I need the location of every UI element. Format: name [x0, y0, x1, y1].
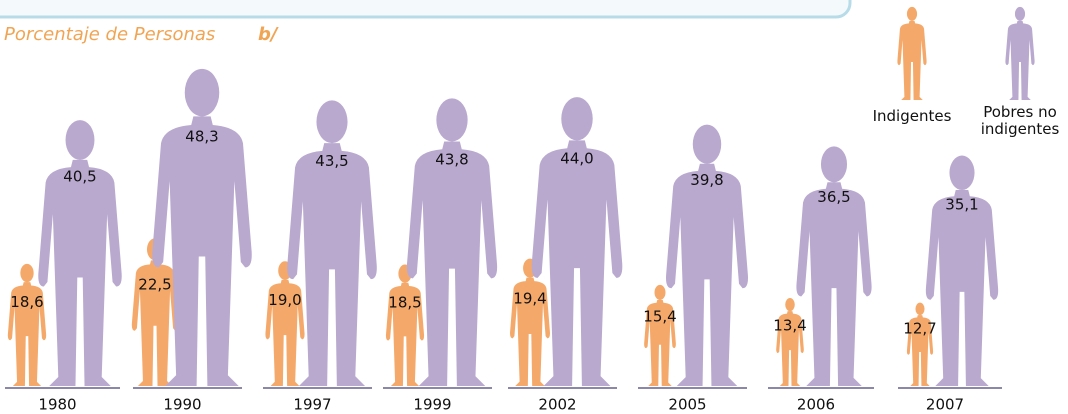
- x-tick-label: 1980: [38, 396, 76, 414]
- value-label: 15,4: [643, 307, 676, 325]
- value-label: 13,4: [773, 316, 806, 334]
- value-label: 39,8: [690, 171, 723, 189]
- x-tick-label: 2007: [926, 396, 964, 414]
- value-label: 18,5: [388, 293, 421, 311]
- legend-label: Pobres no indigentes: [980, 103, 1060, 138]
- legend-icon: [1005, 6, 1035, 100]
- pictogram-figure: [385, 264, 425, 386]
- pictogram-figure: [906, 302, 934, 386]
- value-label: 22,5: [138, 275, 171, 293]
- pictogram-figure: [531, 97, 623, 386]
- value-label: 40,5: [63, 168, 96, 186]
- x-tick-label: 2005: [668, 396, 706, 414]
- pictogram-figure: [510, 258, 550, 386]
- x-tick-label: 2006: [797, 396, 835, 414]
- value-label: 18,6: [10, 293, 43, 311]
- pictogram-figure: [38, 120, 122, 387]
- value-label: 44,0: [560, 150, 593, 168]
- value-label: 36,5: [817, 188, 850, 206]
- value-label: 19,4: [513, 289, 546, 307]
- pictogram-figure: [666, 124, 748, 387]
- value-label: 43,8: [435, 151, 468, 169]
- pictogram-figure: [152, 68, 252, 387]
- pictogram-figure: [406, 98, 498, 386]
- pictogram-figure: [131, 238, 179, 386]
- pictogram-figure: [287, 100, 377, 387]
- pictogram-figure: [925, 155, 999, 386]
- pictogram-figure: [644, 284, 676, 386]
- pictogram-figure: [265, 261, 305, 387]
- pictogram-figure: [796, 146, 872, 386]
- chart-title: Porcentaje de Personas: [4, 24, 215, 45]
- value-label: 35,1: [945, 195, 978, 213]
- header-band: [0, 0, 852, 19]
- value-label: 19,0: [268, 291, 301, 309]
- value-label: 12,7: [903, 319, 936, 337]
- x-tick-label: 2002: [538, 396, 576, 414]
- x-tick-label: 1990: [163, 396, 201, 414]
- pictogram-figure: [776, 298, 804, 386]
- x-tick-label: 1999: [413, 396, 451, 414]
- value-label: 48,3: [185, 127, 218, 145]
- pictogram-figure: [7, 263, 47, 386]
- legend-icon: [897, 6, 927, 100]
- legend-label: Indigentes: [872, 107, 952, 125]
- value-label: 43,5: [315, 152, 348, 170]
- annotation: b/: [258, 24, 279, 45]
- x-tick-label: 1997: [293, 396, 331, 414]
